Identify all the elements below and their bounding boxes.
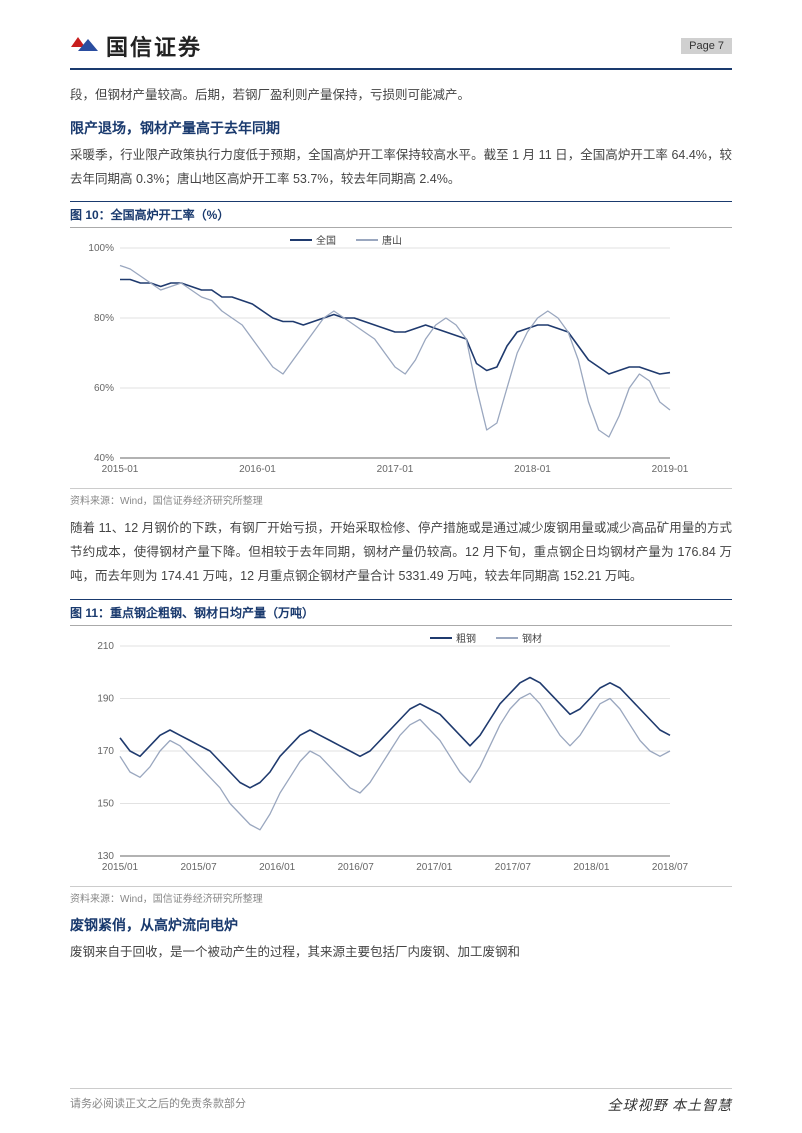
mid-para: 随着 11、12 月钢价的下跌，有钢厂开始亏损，开始采取检修、停产措施或是通过减… [70,517,732,588]
top-fragment-text: 段，但钢材产量较高。后期，若钢厂盈利则产量保持，亏损则可能减产。 [70,84,732,108]
guosen-logo-icon [70,35,100,57]
footer-slogan: 全球视野 本土智慧 [608,1095,733,1115]
fig10-title: 图 10：全国高炉开工率（%） [70,201,732,228]
section1-para: 采暖季，行业限产政策执行力度低于预期，全国高炉开工率保持较高水平。截至 1 月 … [70,144,732,192]
svg-text:2016-01: 2016-01 [239,464,276,475]
svg-text:210: 210 [97,641,114,652]
svg-text:2016/01: 2016/01 [259,862,296,873]
fig11-chart: 130 150 170 190 210 2015/01 2015/07 2016/01 2016… [70,626,732,886]
section-title-2: 废钢紧俏，从高炉流向电炉 [70,915,732,935]
svg-text:80%: 80% [94,313,114,324]
logo-text: 国信证券 [106,30,202,62]
page-footer: 请务必阅读正文之后的免责条款部分 全球视野 本土智慧 [70,1088,732,1115]
svg-text:2015/01: 2015/01 [102,862,139,873]
page-header: 国信证券 Page 7 [70,30,732,70]
footer-disclaimer: 请务必阅读正文之后的免责条款部分 [70,1095,246,1115]
section-title-1: 限产退场，钢材产量高于去年同期 [70,118,732,138]
section2-para: 废钢来自于回收，是一个被动产生的过程，其来源主要包括厂内废钢、加工废钢和 [70,941,732,965]
svg-text:2015-01: 2015-01 [102,464,139,475]
fig10-chart: 40% 60% 80% 100% 2015-01 2016-01 2017-01 2018-0… [70,228,732,488]
svg-text:150: 150 [97,798,114,809]
svg-text:2017/07: 2017/07 [495,862,532,873]
svg-text:170: 170 [97,746,114,757]
fig11-title: 图 11：重点钢企粗钢、钢材日均产量（万吨） [70,599,732,626]
svg-text:2016/07: 2016/07 [338,862,375,873]
svg-text:2018/07: 2018/07 [652,862,689,873]
page-number: Page 7 [681,38,732,54]
svg-text:2015/07: 2015/07 [180,862,217,873]
svg-text:2017/01: 2017/01 [416,862,453,873]
svg-text:40%: 40% [94,453,114,464]
svg-text:粗钢: 粗钢 [456,632,476,645]
svg-text:130: 130 [97,851,114,862]
svg-text:钢材: 钢材 [522,632,542,645]
svg-text:60%: 60% [94,383,114,394]
svg-text:2019-01: 2019-01 [652,464,689,475]
fig11-source: 资料来源：Wind，国信证券经济研究所整理 [70,886,732,905]
svg-text:全国: 全国 [316,234,336,247]
svg-text:190: 190 [97,693,114,704]
svg-text:2017-01: 2017-01 [377,464,414,475]
svg-text:唐山: 唐山 [382,234,402,247]
logo: 国信证券 [70,30,202,62]
svg-text:2018-01: 2018-01 [514,464,551,475]
svg-text:2018/01: 2018/01 [573,862,610,873]
svg-text:100%: 100% [88,243,114,254]
fig10-source: 资料来源：Wind，国信证券经济研究所整理 [70,488,732,507]
